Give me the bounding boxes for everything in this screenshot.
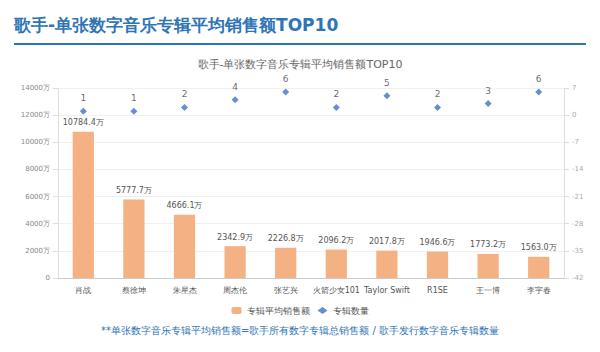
svg-text:朱星杰: 朱星杰 [173, 286, 197, 295]
svg-text:2096.2万: 2096.2万 [318, 236, 354, 245]
svg-text:-14: -14 [572, 165, 584, 173]
svg-text:-21: -21 [572, 193, 583, 201]
svg-text:歌手-单张数字音乐专辑平均销售额TOP10: 歌手-单张数字音乐专辑平均销售额TOP10 [198, 58, 403, 71]
svg-text:8000万: 8000万 [25, 165, 50, 173]
svg-text:1: 1 [80, 93, 86, 103]
svg-text:蔡徐坤: 蔡徐坤 [122, 286, 146, 295]
svg-text:专辑数量: 专辑数量 [333, 306, 369, 316]
svg-text:6: 6 [283, 74, 289, 84]
svg-text:4: 4 [232, 82, 238, 92]
svg-text:2342.9万: 2342.9万 [217, 233, 253, 242]
svg-text:0: 0 [572, 111, 576, 119]
svg-text:0: 0 [46, 274, 50, 282]
svg-text:1946.6万: 1946.6万 [420, 238, 456, 247]
svg-text:周杰伦: 周杰伦 [223, 286, 247, 295]
svg-text:6000万: 6000万 [25, 193, 50, 201]
svg-text:2017.8万: 2017.8万 [369, 237, 405, 246]
svg-text:-35: -35 [572, 247, 583, 255]
svg-text:5777.7万: 5777.7万 [116, 186, 152, 195]
svg-text:14000万: 14000万 [21, 84, 50, 92]
svg-text:王一博: 王一博 [476, 286, 500, 295]
svg-text:专辑平均销售额: 专辑平均销售额 [247, 306, 310, 316]
html-text:**单张数字音乐专辑平均销售额=歌手所有数字专辑总销售额 /: **单张数字音乐专辑平均销售额=歌手所有数字专辑总销售额 / 歌手发行数字音乐专… [100, 325, 499, 336]
svg-text:2: 2 [435, 89, 441, 99]
svg-text:2: 2 [182, 89, 188, 99]
svg-text:Taylor Swift: Taylor Swift [363, 286, 410, 295]
svg-text:7: 7 [572, 84, 576, 92]
svg-text:1563.0万: 1563.0万 [521, 243, 557, 252]
svg-text:1773.2万: 1773.2万 [470, 240, 506, 249]
svg-text:4666.1万: 4666.1万 [167, 201, 203, 210]
svg-text:4000万: 4000万 [25, 220, 50, 228]
svg-text:R1SE: R1SE [427, 286, 448, 295]
svg-text:2000万: 2000万 [25, 247, 50, 255]
svg-text:5: 5 [384, 78, 390, 88]
svg-text:张艺兴: 张艺兴 [274, 286, 298, 295]
svg-text:6: 6 [536, 74, 542, 84]
svg-text:李宇春: 李宇春 [527, 286, 551, 295]
svg-text:肖战: 肖战 [75, 286, 91, 295]
svg-text:2226.8万: 2226.8万 [268, 234, 304, 243]
svg-text:-42: -42 [572, 274, 583, 282]
svg-text:1: 1 [131, 93, 137, 103]
svg-text:10000万: 10000万 [21, 138, 50, 146]
svg-text:-7: -7 [572, 138, 579, 146]
svg-text:12000万: 12000万 [21, 111, 50, 119]
svg-text:10784.4万: 10784.4万 [63, 118, 104, 127]
svg-text:火箭少女101: 火箭少女101 [313, 286, 360, 295]
svg-text:-28: -28 [572, 220, 583, 228]
svg-text:2: 2 [333, 89, 339, 99]
svg-text:3: 3 [485, 86, 491, 96]
html-text:歌手-单张数字音乐专辑平均销售额TOP10: 歌手-单张数字音乐专辑平均销售额TOP10 [14, 15, 339, 35]
